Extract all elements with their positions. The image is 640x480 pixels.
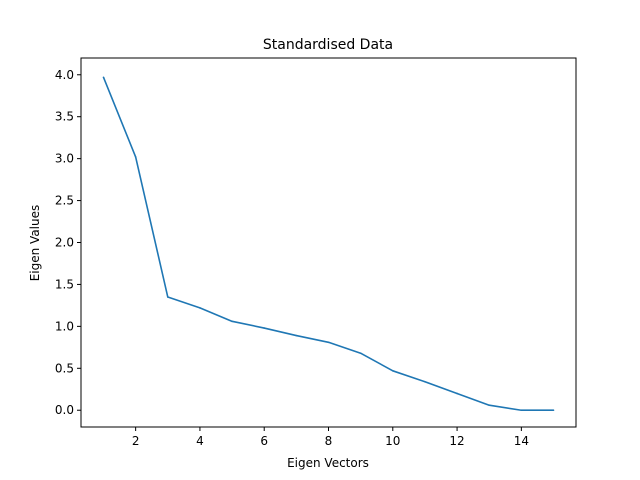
x-tick-label: 8 — [325, 434, 333, 448]
y-tick-label: 0.0 — [55, 403, 74, 417]
x-tick-label: 2 — [132, 434, 140, 448]
data-point — [520, 409, 523, 412]
y-axis-ticks: 0.0 0.5 1.0 1.5 2.0 2.5 3.0 3.5 4.0 — [55, 68, 81, 417]
data-point — [295, 334, 298, 337]
data-point — [359, 352, 362, 355]
data-point — [134, 156, 137, 158]
y-tick-label: 1.5 — [55, 277, 74, 291]
x-tick-label: 6 — [260, 434, 268, 448]
series-layer — [102, 76, 555, 412]
data-point — [456, 392, 458, 395]
data-point — [231, 320, 233, 323]
x-axis-label: Eigen Vectors — [287, 456, 369, 470]
y-tick-label: 4.0 — [55, 68, 74, 82]
data-point — [327, 341, 330, 344]
y-tick-label: 3.5 — [55, 110, 74, 124]
x-tick-label: 12 — [449, 434, 464, 448]
data-point — [424, 380, 426, 383]
y-tick-label: 0.5 — [55, 361, 74, 375]
data-point — [552, 409, 555, 412]
data-point — [102, 76, 105, 79]
y-tick-label: 2.5 — [55, 194, 74, 208]
data-point — [391, 370, 394, 372]
data-point — [166, 296, 169, 298]
data-point — [199, 307, 201, 309]
plot-area — [80, 57, 577, 428]
x-tick-label: 4 — [196, 434, 204, 448]
y-tick-label: 2.0 — [55, 236, 74, 250]
x-axis-ticks: 2 4 6 8 10 12 14 — [132, 427, 529, 448]
data-point — [488, 404, 491, 406]
y-axis-label: Eigen Values — [28, 205, 42, 282]
chart-title: Standardised Data — [263, 37, 393, 53]
x-tick-label: 10 — [385, 434, 400, 448]
x-tick-label: 14 — [514, 434, 529, 448]
y-tick-label: 3.0 — [55, 152, 74, 166]
y-tick-label: 1.0 — [55, 319, 74, 333]
data-point — [263, 327, 266, 329]
